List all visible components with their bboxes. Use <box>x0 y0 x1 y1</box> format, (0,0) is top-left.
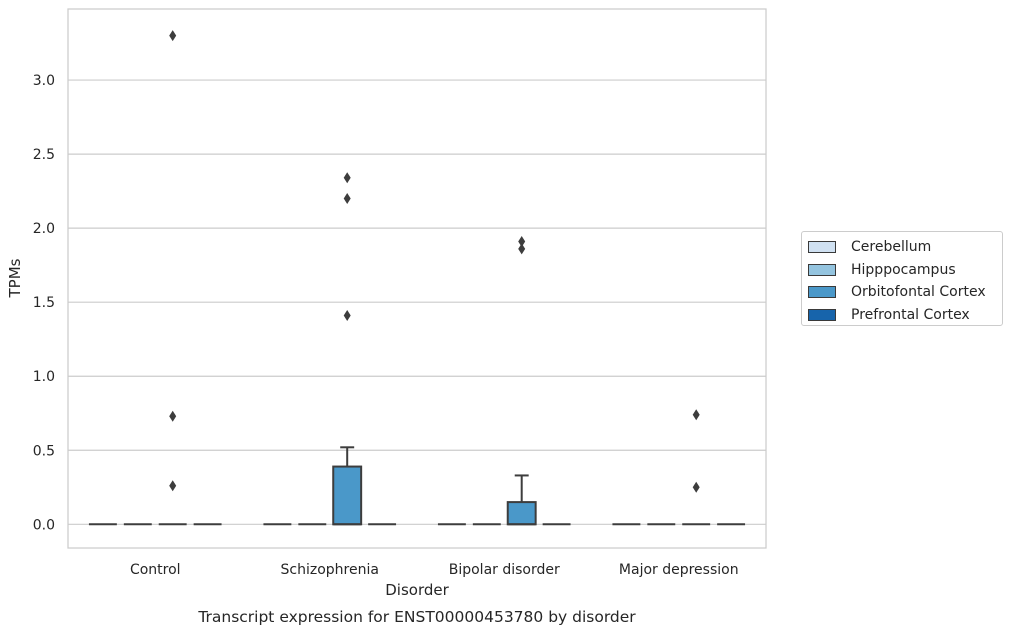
legend-item-hippocampus: Hipppocampus <box>808 259 1002 282</box>
y-tick-label: 0.0 <box>33 517 55 533</box>
box-plot <box>682 409 711 526</box>
x-tick-label: Bipolar disorder <box>449 562 560 578</box>
legend-swatch-hippocampus <box>808 263 836 276</box>
outlier-point <box>343 310 351 322</box>
y-tick-label: 0.5 <box>33 443 55 459</box>
legend-label-hippocampus: Hipppocampus <box>851 261 956 278</box>
legend-swatch-prefrontal-cortex <box>808 308 836 321</box>
legend-label-orbitofrontal-cortex: Orbitofontal Cortex <box>851 284 986 301</box>
plot-area-frame <box>67 8 767 549</box>
y-tick-label: 2.0 <box>33 221 55 237</box>
box <box>332 465 363 526</box>
outlier-point <box>692 481 700 493</box>
legend-swatch-cerebellum <box>808 241 836 254</box>
x-tick-label: Major depression <box>619 562 739 578</box>
y-tick-label: 1.5 <box>33 295 55 311</box>
x-axis-label: Disorder <box>385 581 449 599</box>
legend-item-prefrontal-cortex: Prefrontal Cortex <box>808 304 1002 327</box>
x-tick-label: Control <box>130 562 181 578</box>
y-tick-label: 1.0 <box>33 369 55 385</box>
legend-swatch-orbitofrontal-cortex <box>808 286 836 299</box>
outlier-point <box>169 480 177 492</box>
box-plot <box>158 30 187 526</box>
outlier-point <box>692 409 700 421</box>
x-tick-label: Schizophrenia <box>281 562 379 578</box>
y-tick-label: 3.0 <box>33 73 55 89</box>
gridlines <box>68 79 766 525</box>
x-tick-labels: Control Schizophrenia Bipolar disorder Majo… <box>130 562 739 578</box>
outlier-point <box>518 243 526 255</box>
y-axis-label: TPMs <box>6 258 24 298</box>
legend-item-cerebellum: Cerebellum <box>808 236 1002 259</box>
box-plot <box>332 172 363 526</box>
box-plots <box>88 30 746 526</box>
legend-item-orbitofrontal-cortex: Orbitofontal Cortex <box>808 281 1002 304</box>
y-tick-label: 2.5 <box>33 147 55 163</box>
box-plot <box>506 235 537 526</box>
legend-label-cerebellum: Cerebellum <box>851 239 932 256</box>
outlier-point <box>169 410 177 422</box>
outlier-point <box>518 235 526 247</box>
box <box>506 501 537 526</box>
chart-title: Transcript expression for ENST0000045378… <box>197 608 636 626</box>
y-tick-labels: 0.0 0.5 1.0 1.5 2.0 2.5 3.0 <box>33 73 55 533</box>
outlier-point <box>343 193 351 205</box>
outlier-point <box>343 172 351 184</box>
legend-label-prefrontal-cortex: Prefrontal Cortex <box>851 306 970 323</box>
legend: Cerebellum Hipppocampus Orbitofontal Cor… <box>801 231 1003 326</box>
outlier-point <box>169 30 177 42</box>
